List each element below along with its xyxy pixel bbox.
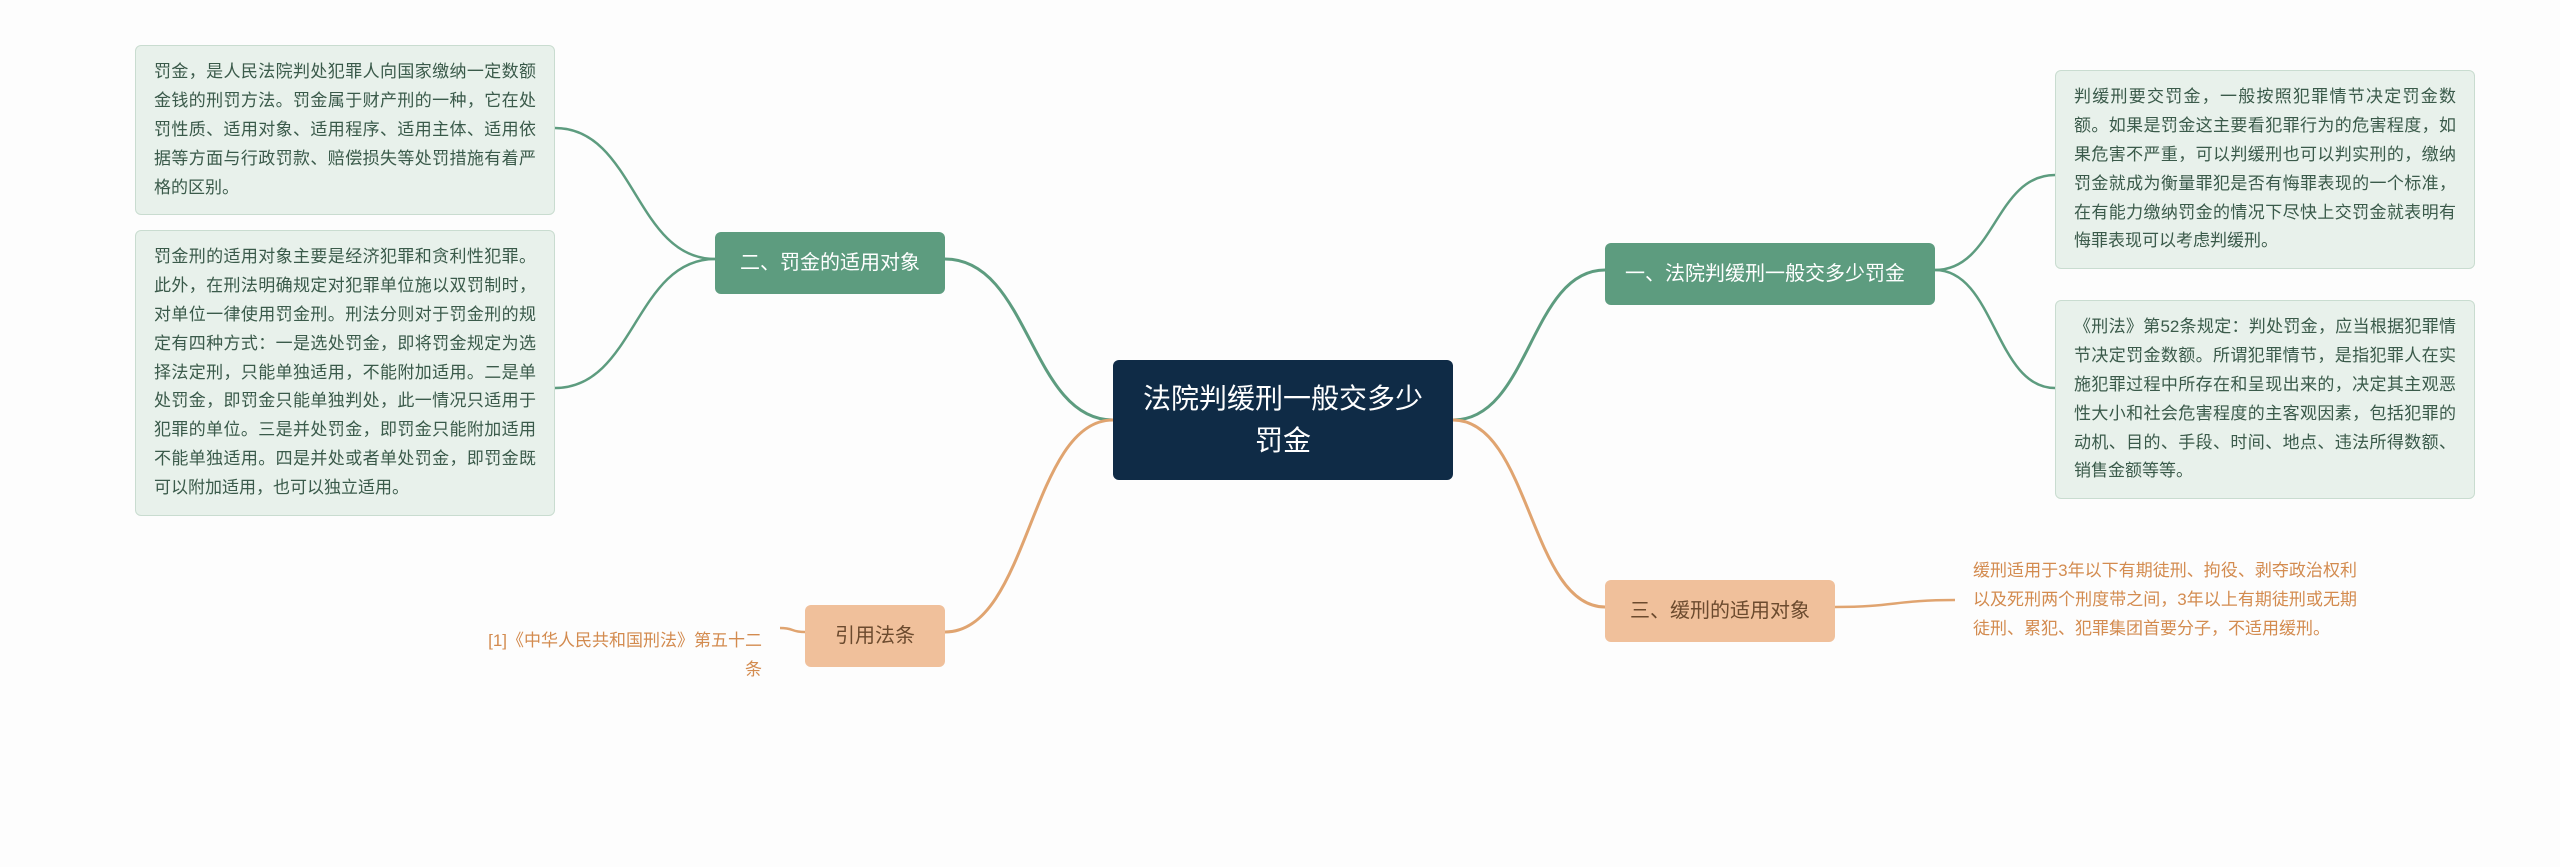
- branch-4[interactable]: 引用法条: [805, 605, 945, 667]
- branch-4-leaf-text: [1]《中华人民共和国刑法》第五十二条: [488, 631, 762, 679]
- branch-1-leaf-1-text: 判缓刑要交罚金，一般按照犯罪情节决定罚金数额。如果是罚金这主要看犯罪行为的危害程…: [2074, 87, 2456, 250]
- branch-1-leaf-2: 《刑法》第52条规定：判处罚金，应当根据犯罪情节决定罚金数额。所谓犯罪情节，是指…: [2055, 300, 2475, 499]
- branch-1-leaf-2-text: 《刑法》第52条规定：判处罚金，应当根据犯罪情节决定罚金数额。所谓犯罪情节，是指…: [2074, 317, 2456, 480]
- branch-4-leaf: [1]《中华人民共和国刑法》第五十二条: [460, 615, 780, 697]
- branch-2-label: 二、罚金的适用对象: [740, 252, 920, 274]
- center-title: 法院判缓刑一般交多少罚金: [1143, 383, 1423, 456]
- center-node[interactable]: 法院判缓刑一般交多少罚金: [1113, 360, 1453, 480]
- branch-2-leaf-1: 罚金，是人民法院判处犯罪人向国家缴纳一定数额金钱的刑罚方法。罚金属于财产刑的一种…: [135, 45, 555, 215]
- branch-2-leaf-2: 罚金刑的适用对象主要是经济犯罪和贪利性犯罪。此外，在刑法明确规定对犯罪单位施以双…: [135, 230, 555, 516]
- branch-1-label: 一、法院判缓刑一般交多少罚金: [1625, 263, 1905, 285]
- branch-3-label: 三、缓刑的适用对象: [1630, 600, 1810, 622]
- branch-2-leaf-1-text: 罚金，是人民法院判处犯罪人向国家缴纳一定数额金钱的刑罚方法。罚金属于财产刑的一种…: [154, 62, 536, 197]
- branch-1-leaf-1: 判缓刑要交罚金，一般按照犯罪情节决定罚金数额。如果是罚金这主要看犯罪行为的危害程…: [2055, 70, 2475, 269]
- branch-1[interactable]: 一、法院判缓刑一般交多少罚金: [1605, 243, 1935, 305]
- branch-3[interactable]: 三、缓刑的适用对象: [1605, 580, 1835, 642]
- branch-2-leaf-2-text: 罚金刑的适用对象主要是经济犯罪和贪利性犯罪。此外，在刑法明确规定对犯罪单位施以双…: [154, 247, 536, 497]
- branch-3-leaf: 缓刑适用于3年以下有期徒刑、拘役、剥夺政治权利以及死刑两个刑度带之间，3年以上有…: [1955, 545, 2375, 656]
- branch-3-leaf-text: 缓刑适用于3年以下有期徒刑、拘役、剥夺政治权利以及死刑两个刑度带之间，3年以上有…: [1973, 561, 2357, 638]
- branch-4-label: 引用法条: [835, 625, 915, 647]
- branch-2[interactable]: 二、罚金的适用对象: [715, 232, 945, 294]
